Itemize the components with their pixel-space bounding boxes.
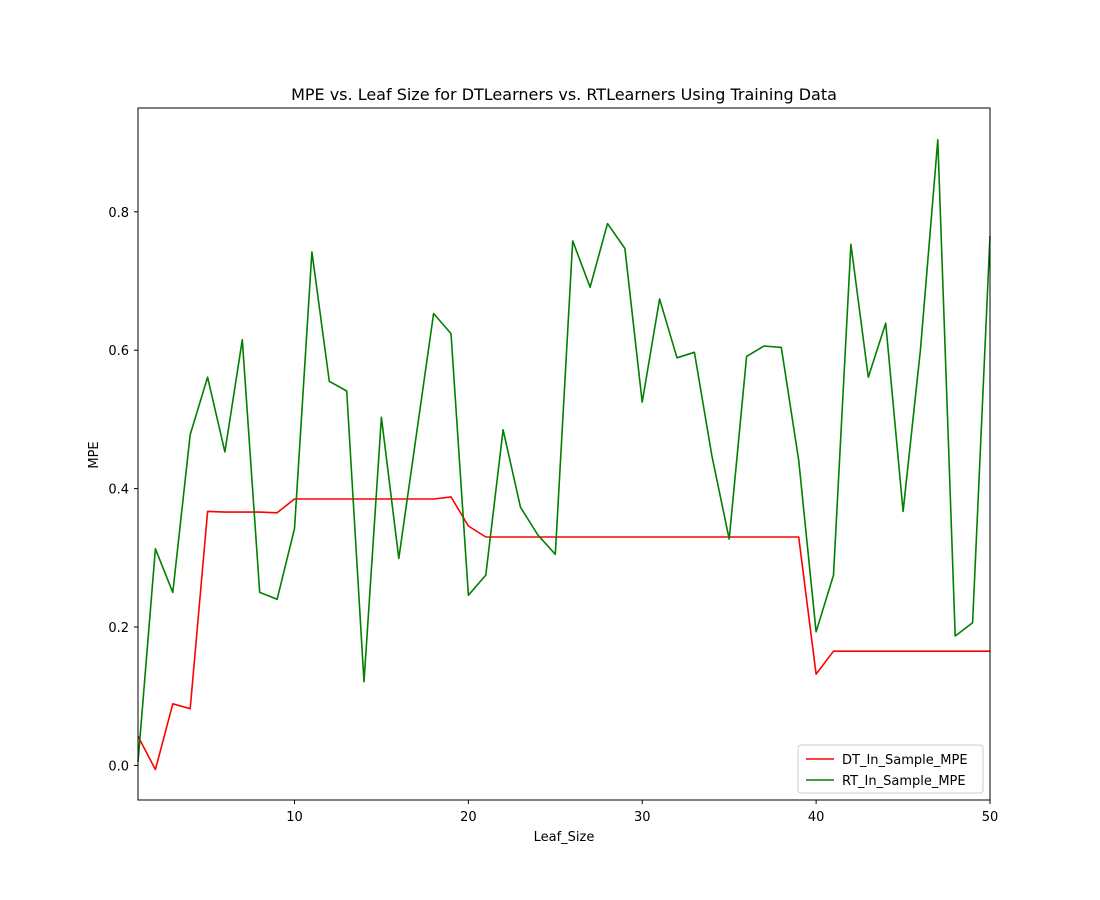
y-tick-label: 0.0: [108, 759, 129, 774]
y-tick-label: 0.6: [108, 344, 129, 359]
y-axis-label: MPE: [87, 441, 102, 468]
y-tick-label: 0.8: [108, 206, 129, 221]
series-layer: [137, 139, 991, 771]
x-axis: 10 20 30 40 50: [286, 800, 998, 825]
y-tick-label: 0.2: [108, 621, 129, 636]
chart-title: MPE vs. Leaf Size for DTLearners vs. RTL…: [291, 85, 837, 104]
legend: DT_In_Sample_MPE RT_In_Sample_MPE: [797, 744, 984, 794]
y-axis: 0.0 0.2 0.4 0.6 0.8: [108, 206, 138, 774]
x-tick-label: 20: [460, 810, 477, 825]
series-line-rt: [137, 139, 991, 762]
legend-label-dt: DT_In_Sample_MPE: [842, 753, 968, 768]
x-tick-label: 10: [286, 810, 303, 825]
legend-box: [797, 744, 984, 794]
x-axis-label: Leaf_Size: [534, 830, 595, 845]
y-tick-label: 0.4: [108, 483, 129, 498]
legend-label-rt: RT_In_Sample_MPE: [842, 774, 966, 789]
x-tick-label: 50: [982, 810, 999, 825]
x-tick-label: 40: [808, 810, 825, 825]
series-line-dt: [137, 496, 990, 771]
x-tick-label: 30: [634, 810, 651, 825]
plot-frame: [137, 107, 991, 801]
